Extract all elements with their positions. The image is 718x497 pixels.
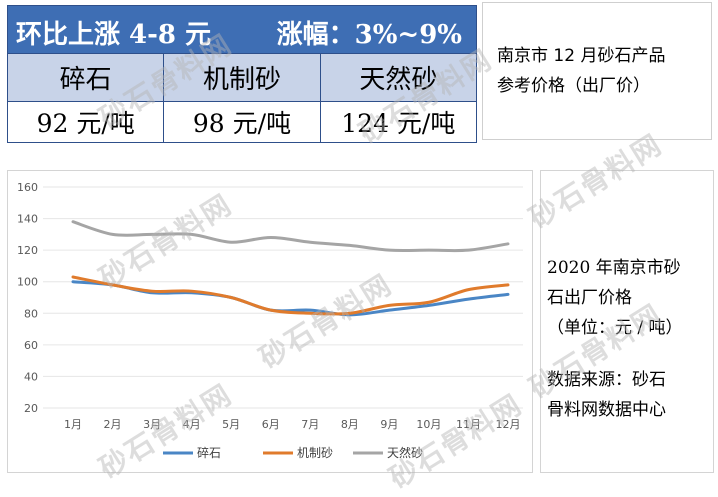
price-natural-sand: 124 元/吨 <box>319 102 476 142</box>
x-tick-label: 9月 <box>380 418 398 431</box>
product-crushed-stone: 碎石 <box>59 65 112 95</box>
x-tick-label: 3月 <box>143 418 161 431</box>
x-tick-label: 4月 <box>183 418 201 431</box>
y-tick-label: 60 <box>24 339 38 352</box>
legend-label: 机制砂 <box>297 446 333 460</box>
price-note-line-1: 南京市 12 月砂石产品 <box>497 46 666 66</box>
x-tick-label: 12月 <box>496 418 521 431</box>
price-trend-chart: 20 40 60 80 100 120 140 160 1月 2月 3月 4月 5月 6月 7月 8月 9月 10… <box>7 170 533 473</box>
x-tick-label: 11月 <box>456 418 481 431</box>
price-table: 环比上涨 4-8 元 涨幅：3%~9% 碎石 机制砂 天然砂 92 元/吨 98… <box>7 5 477 143</box>
y-tick-label: 20 <box>24 402 38 415</box>
price-row: 92 元/吨 98 元/吨 124 元/吨 <box>8 101 476 142</box>
chart-note: 2020 年南京市砂 石出厂价格 （单位：元 / 吨） 数据来源：砂石 骨料网数… <box>540 170 714 473</box>
price-note: 南京市 12 月砂石产品 参考价格（出厂价） <box>482 2 712 140</box>
price-manufactured-sand: 98 元/吨 <box>163 102 319 142</box>
legend-label: 天然砂 <box>387 445 423 460</box>
y-tick-label: 40 <box>24 370 38 383</box>
chart-note-line-4: 数据来源：砂石 <box>547 370 666 390</box>
y-tick-label: 120 <box>17 244 38 257</box>
x-tick-label: 2月 <box>104 418 122 431</box>
y-tick-label: 160 <box>17 181 38 194</box>
y-tick-label: 140 <box>17 213 38 226</box>
x-tick-label: 8月 <box>341 418 359 431</box>
line-chart: 20 40 60 80 100 120 140 160 1月 2月 3月 4月 5月 6月 7月 8月 9月 10… <box>17 181 523 460</box>
y-tick-label: 80 <box>24 307 38 320</box>
chart-note-line-1: 2020 年南京市砂 <box>547 258 681 278</box>
x-tick-label: 5月 <box>222 418 240 431</box>
chart-note-line-3: （单位：元 / 吨） <box>547 318 683 338</box>
x-tick-label: 10月 <box>416 418 441 431</box>
chart-note-line-5: 骨料网数据中心 <box>547 400 666 420</box>
chart-note-line-2: 石出厂价格 <box>547 288 632 308</box>
series-line-2 <box>71 220 510 253</box>
change-percent: 涨幅：3%~9% <box>276 20 462 50</box>
product-natural-sand: 天然砂 <box>319 54 476 101</box>
y-tick-label: 100 <box>17 276 38 289</box>
legend-label: 碎石 <box>197 445 221 460</box>
series-line-1 <box>71 275 510 316</box>
product-name-row: 碎石 机制砂 天然砂 <box>8 53 476 101</box>
price-crushed-stone: 92 元/吨 <box>36 109 135 138</box>
x-tick-label: 7月 <box>301 418 319 431</box>
change-amount: 环比上涨 4-8 元 <box>16 20 212 50</box>
x-tick-label: 1月 <box>64 418 82 431</box>
x-tick-label: 6月 <box>262 418 280 431</box>
product-manufactured-sand: 机制砂 <box>163 54 319 101</box>
price-table-header: 环比上涨 4-8 元 涨幅：3%~9% <box>8 6 476 53</box>
price-note-line-2: 参考价格（出厂价） <box>497 76 650 96</box>
